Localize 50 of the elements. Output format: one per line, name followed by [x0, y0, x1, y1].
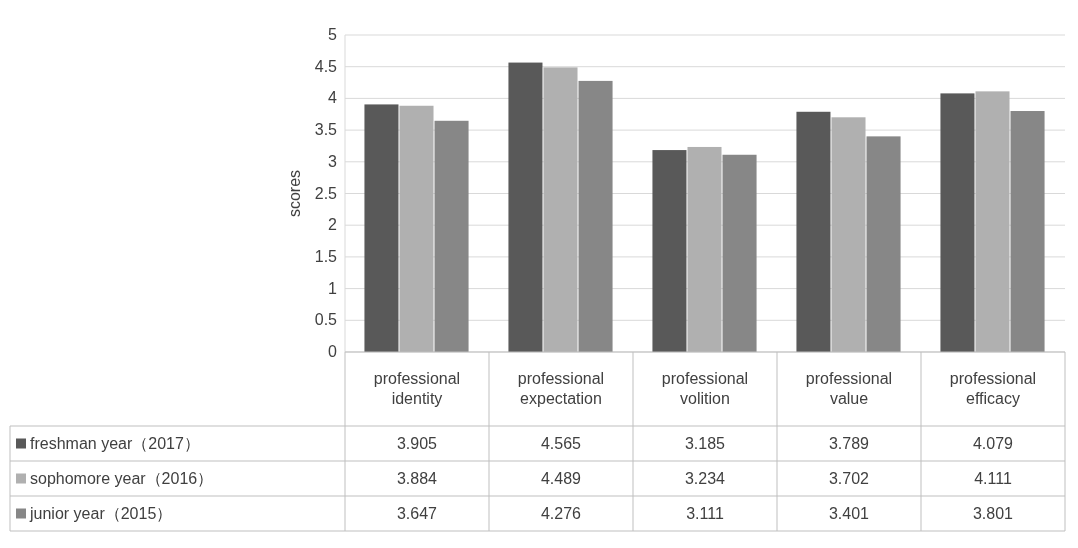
y-tick-label: 1	[328, 279, 338, 297]
data-label: 4.565	[540, 434, 582, 452]
y-tick-label: 3.5	[314, 121, 338, 139]
y-tick-label: 4.5	[314, 57, 338, 75]
data-label: 3.234	[684, 469, 726, 487]
x-tick-label: professional value	[805, 370, 893, 407]
x-tick-label: professional identity	[373, 370, 461, 407]
legend-label: junior year（2015）	[29, 504, 173, 522]
data-label: 3.401	[828, 504, 870, 522]
x-tick-label: professional efficacy	[949, 370, 1037, 407]
y-tick-label: 4	[328, 89, 338, 107]
bar	[434, 120, 469, 352]
bar	[364, 104, 399, 352]
data-label: 4.111	[974, 469, 1012, 487]
bar	[543, 67, 578, 352]
bar	[796, 111, 831, 352]
y-tick-label: 2.5	[314, 184, 338, 202]
bar	[508, 62, 543, 352]
data-label: 3.111	[686, 504, 724, 522]
data-label: 4.276	[540, 504, 582, 522]
bar	[578, 80, 613, 352]
y-tick-label: 0	[328, 343, 338, 360]
bar	[722, 154, 757, 352]
data-label: 3.647	[396, 504, 438, 522]
y-tick-label: 5	[328, 26, 338, 43]
bar	[687, 146, 722, 352]
y-axis-title: scores	[286, 169, 303, 218]
y-tick-label: 3	[328, 152, 338, 170]
x-tick-label: professional expectation	[517, 370, 605, 407]
y-tick-label: 0.5	[314, 311, 338, 329]
bar	[940, 93, 975, 352]
bar	[866, 136, 901, 352]
data-label: 3.185	[684, 434, 726, 452]
data-label: 3.789	[828, 434, 870, 452]
bar	[1010, 111, 1045, 352]
bar	[652, 150, 687, 352]
bar	[831, 117, 866, 352]
bar	[975, 91, 1010, 352]
data-label: 3.801	[972, 504, 1014, 522]
bar	[399, 105, 434, 352]
data-label: 3.702	[828, 469, 870, 487]
data-label: 4.079	[972, 434, 1014, 452]
y-tick-label: 2	[328, 216, 338, 234]
data-label: 3.905	[396, 434, 438, 452]
y-tick-label: 1.5	[314, 247, 338, 265]
data-label: 4.489	[540, 469, 582, 487]
x-tick-label: professional volition	[661, 370, 749, 407]
legend-label: freshman year（2017）	[30, 434, 200, 452]
data-label: 3.884	[396, 469, 438, 487]
legend-label: sophomore year（2016）	[30, 469, 214, 487]
